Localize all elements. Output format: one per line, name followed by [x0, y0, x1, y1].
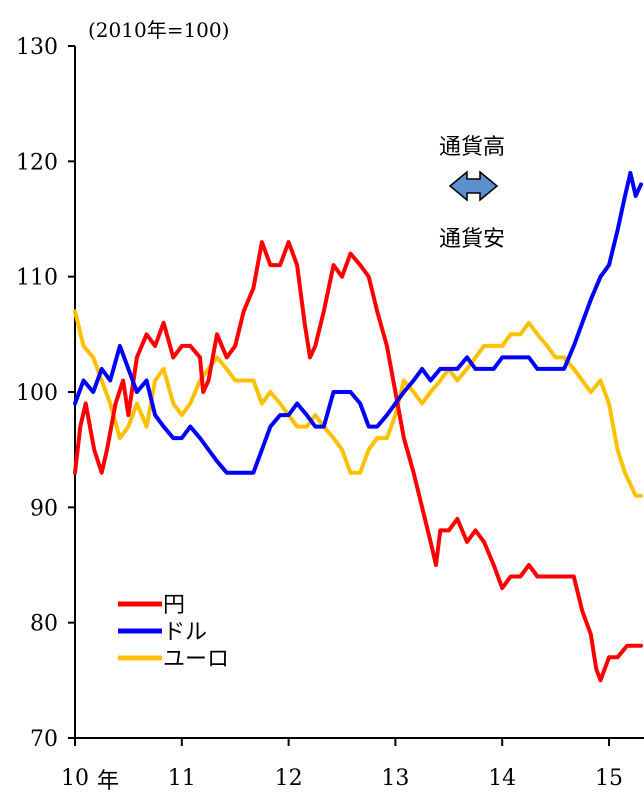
- y-tick-label: 120: [16, 150, 58, 175]
- x-unit-suffix: 年: [97, 769, 119, 794]
- legend-label: ドル: [163, 620, 207, 645]
- series-line-2: [73, 309, 643, 498]
- unit-label: (2010年=100): [88, 18, 229, 42]
- annotation-top-label: 通貨高: [439, 135, 505, 160]
- x-tick-label: 14: [488, 766, 516, 791]
- double-arrow-icon: [448, 170, 499, 202]
- currency-strength-annotation: 通貨高 通貨安: [439, 135, 505, 252]
- y-tick-label: 130: [16, 35, 58, 60]
- series-line-1: [73, 170, 643, 475]
- legend-label: 円: [163, 593, 185, 618]
- y-tick-label: 80: [30, 612, 58, 637]
- x-tick-label: 10: [61, 766, 89, 791]
- y-ticks: 70 80 90 100 110 120 130: [16, 35, 75, 752]
- x-ticks: 10 11 12 13 14 15 年: [61, 738, 623, 794]
- x-tick-label: 11: [168, 766, 196, 791]
- x-tick-label: 13: [381, 766, 409, 791]
- y-tick-label: 70: [30, 727, 58, 752]
- y-tick-label: 90: [30, 496, 58, 521]
- y-tick-label: 110: [16, 266, 58, 291]
- series-layer: [73, 170, 643, 683]
- legend-label: ユーロ: [163, 647, 229, 672]
- x-tick-label: 15: [595, 766, 623, 791]
- series-line-0: [73, 240, 643, 683]
- annotation-bottom-label: 通貨安: [439, 227, 505, 252]
- y-tick-label: 100: [16, 381, 58, 406]
- x-tick-label: 12: [275, 766, 303, 791]
